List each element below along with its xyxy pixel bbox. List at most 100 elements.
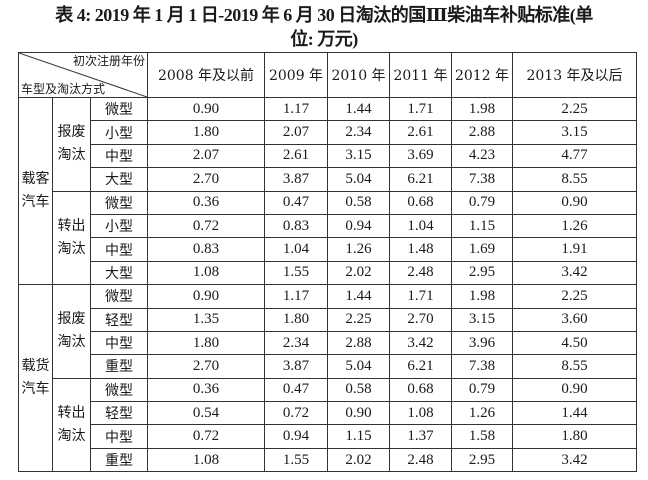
subsidy-value: 1.26 — [512, 213, 638, 239]
table-title-line1: 表 4: 2019 年 1 月 1 日-2019 年 6 月 30 日淘汰的国Ⅲ… — [55, 5, 593, 25]
vehicle-type: 微型 — [89, 190, 149, 215]
subsidy-value: 0.68 — [389, 377, 453, 403]
column-header: 2008 年及以前 — [147, 52, 266, 98]
table-row: 小型 1.80 2.07 2.34 2.61 2.88 3.15 — [19, 120, 638, 145]
subsidy-value: 0.79 — [451, 190, 514, 215]
subsidy-value: 1.37 — [389, 424, 453, 449]
subsidy-value: 0.72 — [264, 401, 329, 426]
table-row: 大型 2.70 3.87 5.04 6.21 7.38 8.55 — [19, 167, 638, 192]
vehicle-category: 载客 汽车 — [18, 96, 53, 286]
subsidy-value: 1.98 — [451, 284, 514, 309]
subsidy-value: 4.77 — [512, 143, 638, 169]
vehicle-type: 大型 — [89, 260, 149, 286]
vehicle-type: 轻型 — [89, 307, 149, 332]
subsidy-value: 1.80 — [512, 424, 638, 449]
subsidy-value: 2.48 — [389, 447, 453, 473]
table-row: 中型 2.07 2.61 3.15 3.69 4.23 4.77 — [19, 143, 638, 169]
subsidy-value: 2.34 — [327, 120, 391, 145]
subsidy-value: 1.71 — [389, 284, 453, 309]
table-row: 轻型 0.54 0.72 0.90 1.08 1.26 1.44 — [19, 401, 638, 426]
table-row: 重型 1.08 1.55 2.02 2.48 2.95 3.42 — [19, 447, 638, 473]
vehicle-type: 轻型 — [89, 401, 149, 426]
table-row: 载货 汽车 报废 淘汰 微型 0.90 1.17 1.44 1.71 1.98 2.25 — [18, 284, 638, 473]
vehicle-type: 中型 — [89, 237, 149, 262]
subsidy-value: 3.15 — [512, 120, 638, 145]
disposal-method: 转出 淘汰 — [52, 190, 91, 286]
subsidy-value: 2.61 — [389, 120, 453, 145]
subsidy-value: 4.50 — [512, 330, 638, 356]
table-title-line2: 位: 万元) — [290, 29, 358, 49]
subsidy-value: 8.55 — [512, 354, 638, 379]
subsidy-value: 1.55 — [264, 260, 329, 286]
table-row: 中型 0.83 1.04 1.26 1.48 1.69 1.91 — [19, 237, 638, 262]
vehicle-type: 小型 — [89, 213, 149, 239]
subsidy-value: 2.25 — [327, 307, 391, 332]
subsidy-value: 1.80 — [264, 307, 329, 332]
subsidy-value: 3.60 — [512, 307, 638, 332]
subsidy-value: 0.90 — [512, 190, 638, 215]
subsidy-value: 0.58 — [327, 377, 391, 403]
column-header: 2009 年 — [264, 52, 329, 98]
subsidy-value: 1.98 — [451, 96, 514, 122]
subsidy-value: 1.80 — [147, 330, 266, 356]
subsidy-value: 0.47 — [264, 190, 329, 215]
vehicle-type: 重型 — [89, 354, 149, 379]
table-row: 转出 淘汰 微型 0.36 0.47 0.58 0.68 0.79 0.90 — [19, 190, 638, 286]
column-header: 2010 年 — [327, 52, 391, 98]
subsidy-value: 0.72 — [147, 424, 266, 449]
subsidy-value: 3.15 — [451, 307, 514, 332]
vehicle-type: 重型 — [89, 447, 149, 473]
subsidy-value: 0.54 — [147, 401, 266, 426]
disposal-method: 转出 淘汰 — [52, 377, 91, 473]
subsidy-value: 0.36 — [147, 377, 266, 403]
disposal-method: 报废 淘汰 — [52, 284, 91, 379]
subsidy-value: 3.87 — [264, 354, 329, 379]
table-title: 表 4: 2019 年 1 月 1 日-2019 年 6 月 30 日淘汰的国Ⅲ… — [0, 0, 648, 51]
subsidy-value: 0.68 — [389, 190, 453, 215]
subsidy-value: 4.23 — [451, 143, 514, 169]
subsidy-value: 0.83 — [264, 213, 329, 239]
subsidy-value: 7.38 — [451, 167, 514, 192]
subsidy-value: 1.44 — [327, 96, 391, 122]
subsidy-value: 7.38 — [451, 354, 514, 379]
subsidy-value: 2.70 — [147, 167, 266, 192]
table-row: 中型 1.80 2.34 2.88 3.42 3.96 4.50 — [19, 330, 638, 356]
subsidy-value: 3.87 — [264, 167, 329, 192]
subsidy-value: 1.08 — [147, 260, 266, 286]
subsidy-value: 1.69 — [451, 237, 514, 262]
vehicle-category: 载货 汽车 — [18, 284, 53, 473]
subsidy-value: 2.48 — [389, 260, 453, 286]
subsidy-value: 6.21 — [389, 354, 453, 379]
subsidy-value: 5.04 — [327, 167, 391, 192]
subsidy-value: 0.90 — [147, 96, 266, 122]
corner-bottom-label: 车型及淘汰方式 — [21, 82, 106, 96]
subsidy-value: 1.17 — [264, 284, 329, 309]
table-row: 小型 0.72 0.83 0.94 1.04 1.15 1.26 — [19, 213, 638, 239]
subsidy-value: 1.48 — [389, 237, 453, 262]
table-row: 轻型 1.35 1.80 2.25 2.70 3.15 3.60 — [19, 307, 638, 332]
vehicle-type: 中型 — [89, 424, 149, 449]
subsidy-value: 1.04 — [389, 213, 453, 239]
subsidy-value: 0.47 — [264, 377, 329, 403]
subsidy-value: 2.25 — [512, 96, 638, 122]
subsidy-value: 8.55 — [512, 167, 638, 192]
header-row: 初次注册年份 车型及淘汰方式 2008 年及以前 2009 年 2010 年 2… — [17, 52, 638, 98]
subsidy-value: 0.94 — [327, 213, 391, 239]
subsidy-value: 0.83 — [147, 237, 266, 262]
column-header: 2013 年及以后 — [512, 52, 638, 98]
subsidy-table: 初次注册年份 车型及淘汰方式 2008 年及以前 2009 年 2010 年 2… — [17, 52, 638, 473]
vehicle-type: 中型 — [89, 330, 149, 356]
subsidy-value: 1.35 — [147, 307, 266, 332]
subsidy-value: 2.70 — [147, 354, 266, 379]
subsidy-value: 6.21 — [389, 167, 453, 192]
vehicle-type: 微型 — [89, 96, 149, 122]
subsidy-value: 1.15 — [327, 424, 391, 449]
subsidy-value: 0.36 — [147, 190, 266, 215]
subsidy-value: 5.04 — [327, 354, 391, 379]
subsidy-value: 0.72 — [147, 213, 266, 239]
subsidy-value: 2.95 — [451, 447, 514, 473]
subsidy-value: 1.26 — [327, 237, 391, 262]
subsidy-value: 1.44 — [512, 401, 638, 426]
subsidy-value: 2.25 — [512, 284, 638, 309]
subsidy-value: 3.69 — [389, 143, 453, 169]
